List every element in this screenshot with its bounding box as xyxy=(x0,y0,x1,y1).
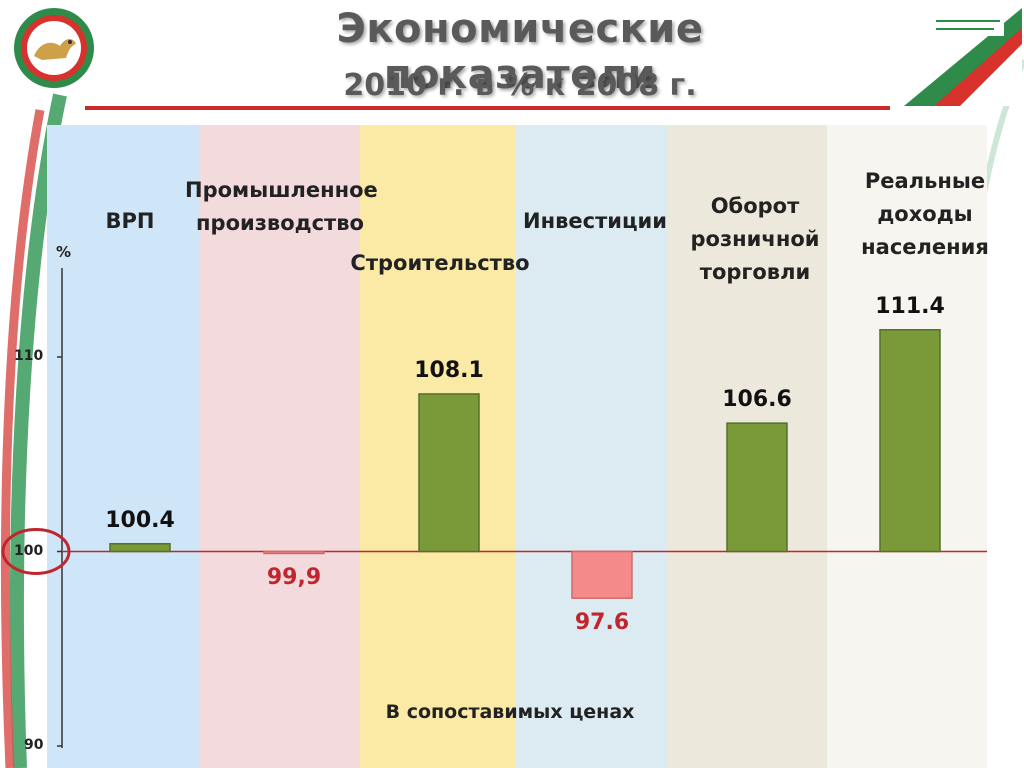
band-2 xyxy=(200,125,360,768)
value-label-investment: 97.6 xyxy=(574,610,630,636)
category-label-construction: Строительство xyxy=(350,251,530,275)
title-divider xyxy=(85,106,890,110)
slide-subtitle: 2010 г. в % к 2008 г. xyxy=(343,68,697,103)
bar xyxy=(263,550,325,555)
slide-title: Экономические показатели xyxy=(336,6,704,98)
category-label-retail: Оборот розничной торговли xyxy=(690,194,820,284)
value-label-construction: 108.1 xyxy=(414,357,484,383)
bar xyxy=(571,550,633,599)
category-label-industry: Промышленное производство xyxy=(185,178,378,235)
tatarstan-emblem-icon xyxy=(14,8,94,88)
y-tick-label: 100 xyxy=(14,542,44,559)
category-label-investment: Инвестиции xyxy=(523,209,667,233)
value-label-vrp: 100.4 xyxy=(105,507,175,533)
bar xyxy=(418,393,480,553)
category-label-income: Реальные доходы населения xyxy=(861,169,989,259)
bar xyxy=(879,329,941,553)
y-axis-unit: % xyxy=(56,243,72,261)
y-tick-label: 110 xyxy=(14,348,44,364)
bar xyxy=(109,542,171,553)
value-label-retail: 106.6 xyxy=(722,387,792,413)
band-4 xyxy=(515,125,667,768)
value-label-income: 111.4 xyxy=(875,293,945,319)
y-tick-label: 90 xyxy=(24,737,44,753)
ministry-logo-icon xyxy=(904,8,1022,106)
baseline-highlight-circle xyxy=(1,528,71,575)
band-1 xyxy=(47,125,200,768)
bar xyxy=(726,422,788,553)
category-label-vrp: ВРП xyxy=(105,209,155,233)
value-label-industry: 99,9 xyxy=(266,565,322,591)
chart-footnote: В сопоставимых ценах xyxy=(385,701,635,723)
